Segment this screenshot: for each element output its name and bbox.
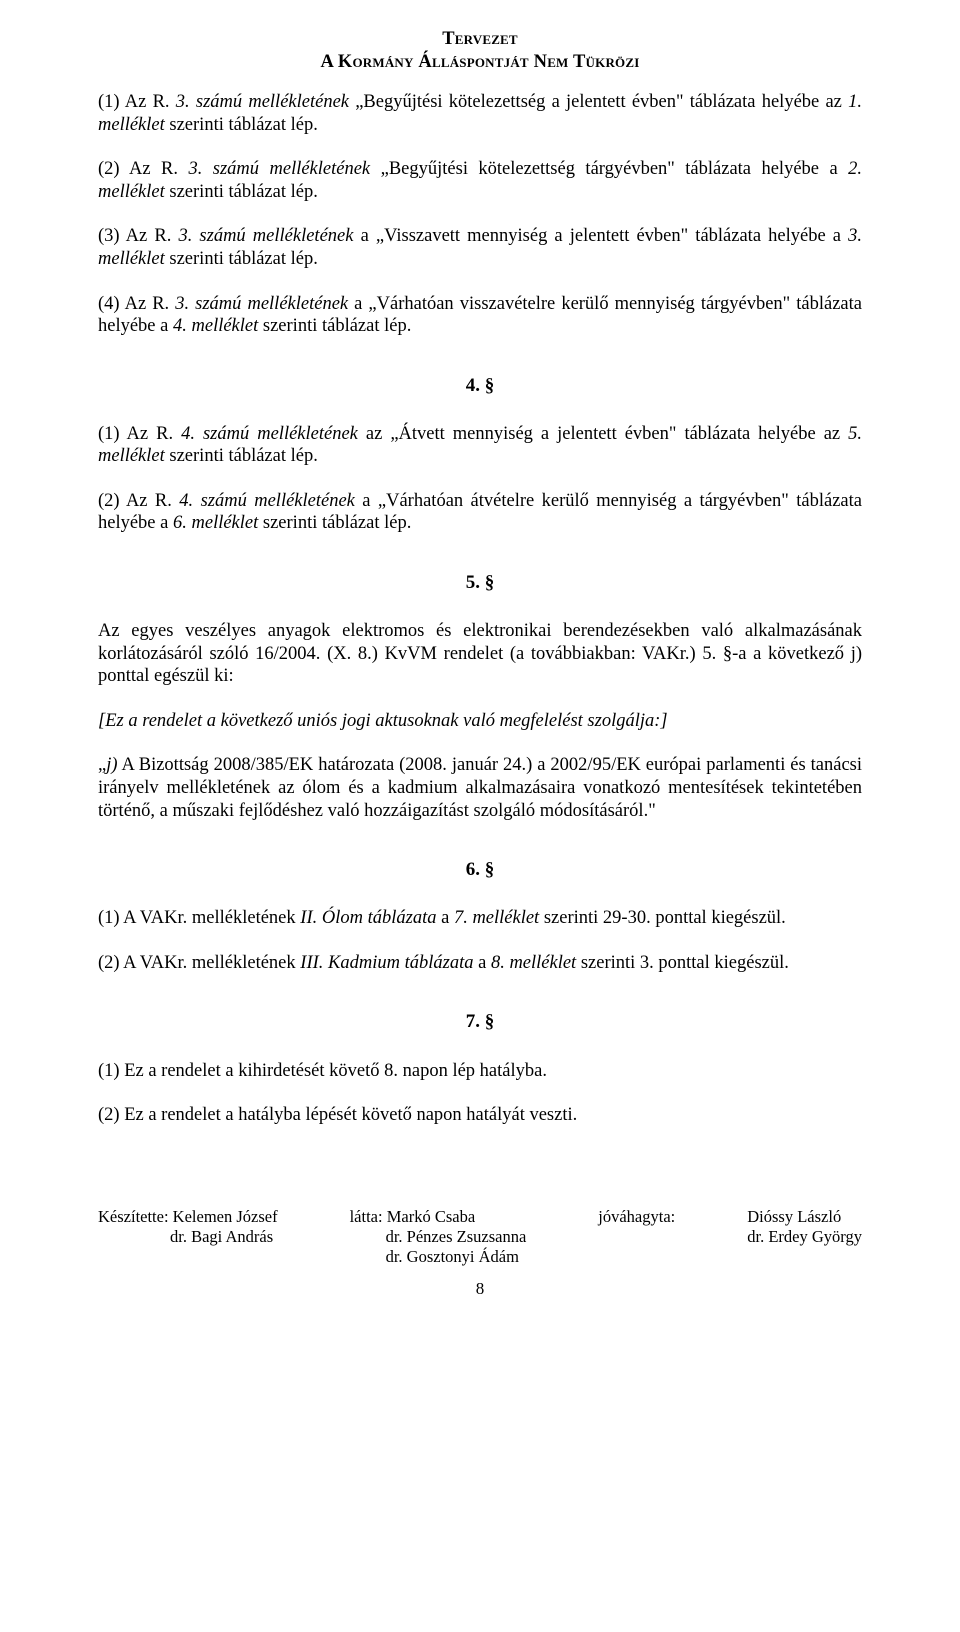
text: szerinti táblázat lép.: [165, 249, 318, 269]
text: (1) Az R.: [98, 92, 176, 112]
italic-text: 6. melléklet: [173, 513, 258, 533]
section4-para2: (2) Az R. 4. számú mellékletének a „Várh…: [98, 490, 862, 535]
italic-text: 4. számú mellékletének: [181, 424, 358, 444]
text: szerinti 29-30. ponttal kiegészül.: [539, 908, 786, 928]
section5-para1: Az egyes veszélyes anyagok elektromos és…: [98, 620, 862, 688]
section-6-heading: 6. §: [98, 858, 862, 881]
text: az „Átvett mennyiség a jelentett évben" …: [358, 424, 848, 444]
text: szerinti 3. ponttal kiegészül.: [576, 953, 789, 973]
section4-para1: (1) Az R. 4. számú mellékletének az „Átv…: [98, 423, 862, 468]
italic-text: II. Ólom táblázata: [300, 908, 436, 928]
italic-text: 4. melléklet: [173, 316, 258, 336]
section5-para2: [Ez a rendelet a következő uniós jogi ak…: [98, 710, 862, 733]
footer: Készítette: Kelemen József dr. Bagi Andr…: [98, 1207, 862, 1267]
para-3: (3) Az R. 3. számú mellékletének a „Viss…: [98, 225, 862, 270]
text: (2) Az R.: [98, 491, 179, 511]
section7-para1: (1) Ez a rendelet a kihirdetését követő …: [98, 1060, 862, 1083]
section6-para1: (1) A VAKr. mellékletének II. Ólom táblá…: [98, 907, 862, 930]
text: „Begyűjtési kötelezettség tárgyévben" tá…: [370, 159, 848, 179]
para-2: (2) Az R. 3. számú mellékletének „Begyűj…: [98, 158, 862, 203]
text: a „Visszavett mennyiség a jelentett évbe…: [353, 226, 848, 246]
text: (3) Az R.: [98, 226, 178, 246]
section6-para2: (2) A VAKr. mellékletének III. Kadmium t…: [98, 952, 862, 975]
text: (1) Az R.: [98, 424, 181, 444]
text: (1) A VAKr. mellékletének: [98, 908, 300, 928]
text: szerinti táblázat lép.: [165, 446, 318, 466]
italic-text: III. Kadmium táblázata: [300, 953, 473, 973]
page-header: Tervezet A Kormány Álláspontját Nem Tükr…: [98, 28, 862, 73]
footer-col-prepared: Készítette: Kelemen József dr. Bagi Andr…: [98, 1207, 278, 1267]
text: szerinti táblázat lép.: [258, 316, 411, 336]
section-7-heading: 7. §: [98, 1010, 862, 1033]
italic-text: j): [106, 755, 117, 775]
section-5-heading: 5. §: [98, 571, 862, 594]
para-1: (1) Az R. 3. számú mellékletének „Begyűj…: [98, 91, 862, 136]
text: a: [473, 953, 490, 973]
italic-text: 4. számú mellékletének: [179, 491, 355, 511]
footer-text: dr. Gosztonyi Ádám: [350, 1247, 527, 1267]
footer-text: Készítette: Kelemen József: [98, 1207, 278, 1227]
italic-text: 3. számú mellékletének: [176, 92, 349, 112]
italic-text: 3. számú mellékletének: [188, 159, 370, 179]
footer-text: látta: Markó Csaba: [350, 1207, 527, 1227]
footer-text: dr. Bagi András: [98, 1227, 278, 1247]
italic-text: 3. számú mellékletének: [175, 294, 348, 314]
text: a: [436, 908, 453, 928]
footer-text: dr. Erdey György: [747, 1227, 862, 1247]
text: A Bizottság 2008/385/EK határozata (2008…: [98, 755, 862, 820]
text: (4) Az R.: [98, 294, 175, 314]
page-number: 8: [98, 1279, 862, 1300]
section7-para2: (2) Ez a rendelet a hatályba lépését köv…: [98, 1104, 862, 1127]
italic-text: 7. melléklet: [454, 908, 539, 928]
footer-col-approved-names: Dióssy László dr. Erdey György: [747, 1207, 862, 1267]
text: (2) A VAKr. mellékletének: [98, 953, 300, 973]
text: szerinti táblázat lép.: [165, 115, 318, 135]
footer-text: dr. Pénzes Zsuzsanna: [350, 1227, 527, 1247]
italic-text: 3. számú mellékletének: [178, 226, 353, 246]
footer-text: jóváhagyta:: [598, 1207, 675, 1227]
footer-col-seen: látta: Markó Csaba dr. Pénzes Zsuzsanna …: [350, 1207, 527, 1267]
italic-text: 8. melléklet: [491, 953, 576, 973]
footer-col-approved-label: jóváhagyta:: [598, 1207, 675, 1267]
text: „Begyűjtési kötelezettség a jelentett év…: [349, 92, 848, 112]
text: szerinti táblázat lép.: [165, 182, 318, 202]
text: szerinti táblázat lép.: [258, 513, 411, 533]
text: (2) Az R.: [98, 159, 188, 179]
para-4: (4) Az R. 3. számú mellékletének a „Várh…: [98, 293, 862, 338]
text: „: [98, 755, 106, 775]
section5-para3: „j) A Bizottság 2008/385/EK határozata (…: [98, 754, 862, 822]
section-4-heading: 4. §: [98, 374, 862, 397]
footer-text: Dióssy László: [747, 1207, 862, 1227]
header-line-2: A Kormány Álláspontját Nem Tükrözi: [98, 51, 862, 74]
header-line-1: Tervezet: [98, 28, 862, 51]
